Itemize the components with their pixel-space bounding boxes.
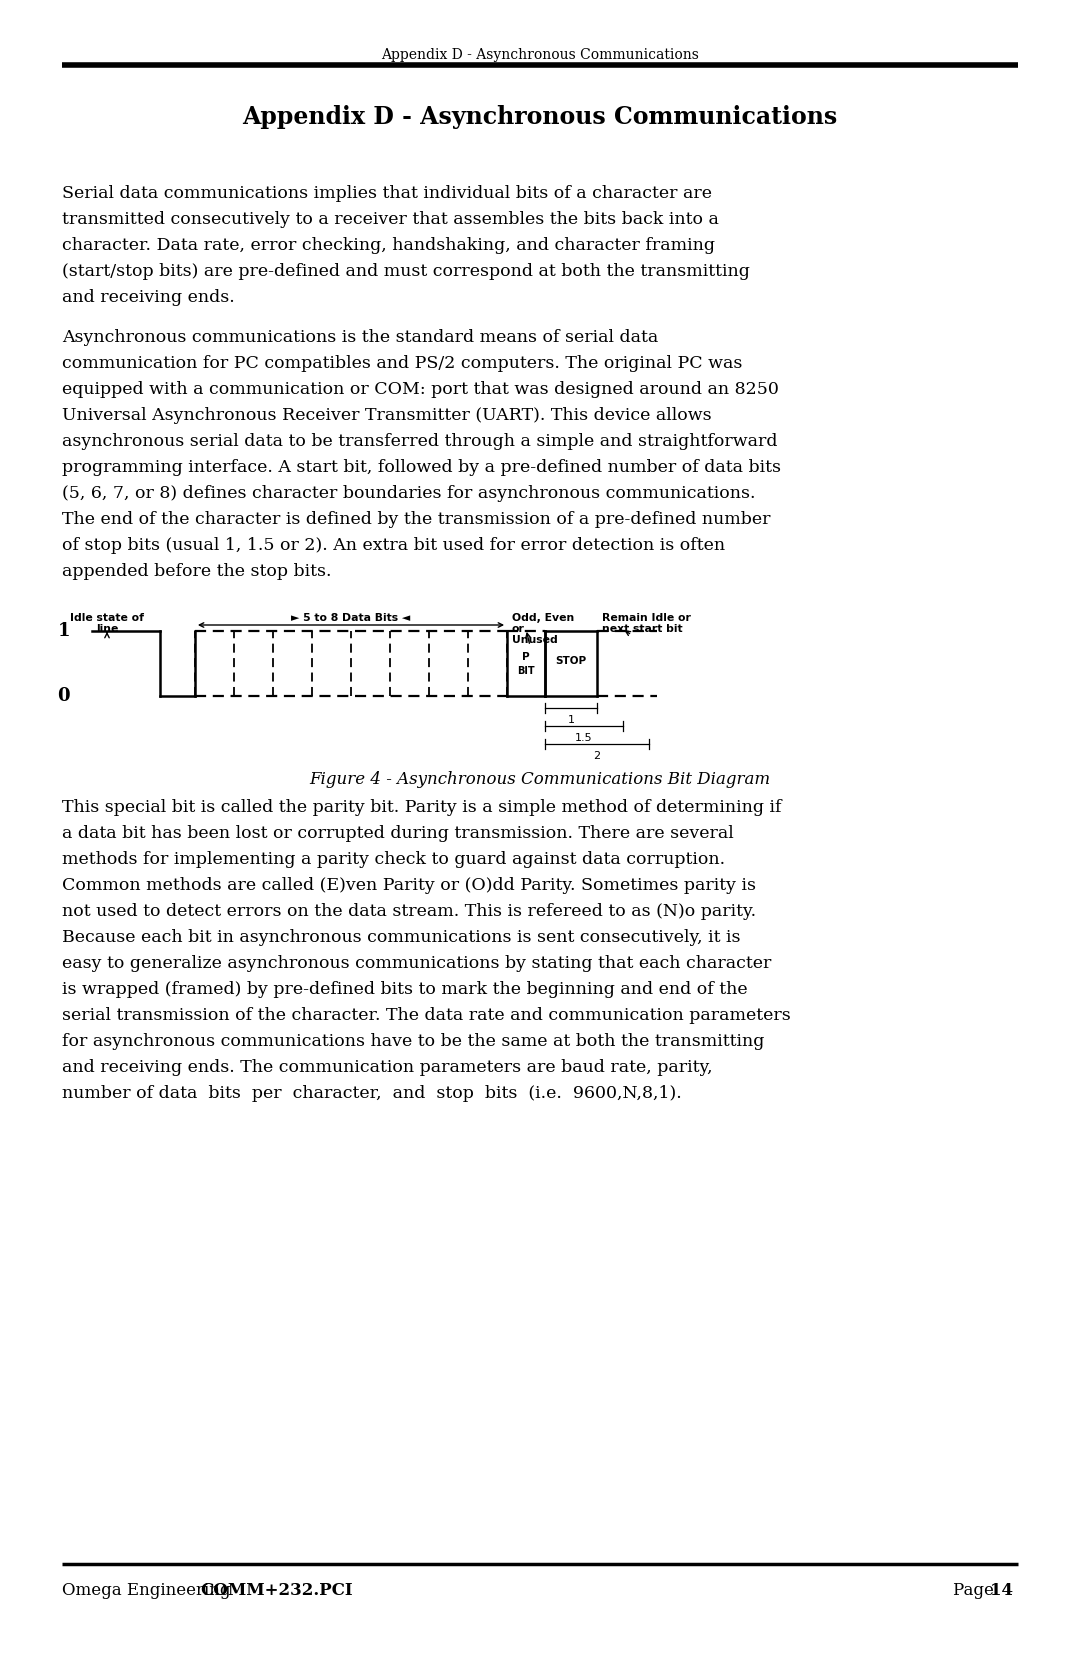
Text: Idle state of: Idle state of xyxy=(70,613,144,623)
Text: equipped with a communication or COM: port that was designed around an 8250: equipped with a communication or COM: po… xyxy=(62,381,779,397)
Text: of stop bits (usual 1, 1.5 or 2). An extra bit used for error detection is often: of stop bits (usual 1, 1.5 or 2). An ext… xyxy=(62,537,725,554)
Text: P: P xyxy=(523,651,530,661)
Text: 1: 1 xyxy=(57,623,70,639)
Text: Common methods are called (E)ven Parity or (O)dd Parity. Sometimes parity is: Common methods are called (E)ven Parity … xyxy=(62,876,756,895)
Text: 1.5: 1.5 xyxy=(576,733,593,743)
Text: character. Data rate, error checking, handshaking, and character framing: character. Data rate, error checking, ha… xyxy=(62,237,715,254)
Text: Remain Idle or: Remain Idle or xyxy=(602,613,691,623)
Text: COMM+232.PCI: COMM+232.PCI xyxy=(200,1582,353,1599)
Text: 2: 2 xyxy=(593,751,600,761)
Text: Appendix D - Asynchronous Communications: Appendix D - Asynchronous Communications xyxy=(381,48,699,62)
Text: methods for implementing a parity check to guard against data corruption.: methods for implementing a parity check … xyxy=(62,851,725,868)
Text: communication for PC compatibles and PS/2 computers. The original PC was: communication for PC compatibles and PS/… xyxy=(62,355,742,372)
Text: Appendix D - Asynchronous Communications: Appendix D - Asynchronous Communications xyxy=(242,105,838,129)
Text: not used to detect errors on the data stream. This is refereed to as (N)o parity: not used to detect errors on the data st… xyxy=(62,903,756,920)
Text: a data bit has been lost or corrupted during transmission. There are several: a data bit has been lost or corrupted du… xyxy=(62,824,733,841)
Text: next start bit: next start bit xyxy=(602,624,683,634)
Text: Asynchronous communications is the standard means of serial data: Asynchronous communications is the stand… xyxy=(62,329,658,345)
Text: ► 5 to 8 Data Bits ◄: ► 5 to 8 Data Bits ◄ xyxy=(292,613,410,623)
Text: is wrapped (framed) by pre-defined bits to mark the beginning and end of the: is wrapped (framed) by pre-defined bits … xyxy=(62,981,747,998)
Text: Page: Page xyxy=(953,1582,999,1599)
Text: 14: 14 xyxy=(990,1582,1013,1599)
Text: transmitted consecutively to a receiver that assembles the bits back into a: transmitted consecutively to a receiver … xyxy=(62,210,719,229)
Text: serial transmission of the character. The data rate and communication parameters: serial transmission of the character. Th… xyxy=(62,1006,791,1025)
Text: BIT: BIT xyxy=(517,666,535,676)
Text: This special bit is called the parity bit. Parity is a simple method of determin: This special bit is called the parity bi… xyxy=(62,799,782,816)
Text: STOP: STOP xyxy=(555,656,586,666)
Text: for asynchronous communications have to be the same at both the transmitting: for asynchronous communications have to … xyxy=(62,1033,765,1050)
Text: Unused: Unused xyxy=(512,634,557,644)
Text: (start/stop bits) are pre-defined and must correspond at both the transmitting: (start/stop bits) are pre-defined and mu… xyxy=(62,264,750,280)
Text: Because each bit in asynchronous communications is sent consecutively, it is: Because each bit in asynchronous communi… xyxy=(62,930,741,946)
Text: Figure 4 - Asynchronous Communications Bit Diagram: Figure 4 - Asynchronous Communications B… xyxy=(310,771,770,788)
Text: Odd, Even: Odd, Even xyxy=(512,613,575,623)
Text: and receiving ends.: and receiving ends. xyxy=(62,289,234,305)
Text: and receiving ends. The communication parameters are baud rate, parity,: and receiving ends. The communication pa… xyxy=(62,1060,713,1077)
Text: 1: 1 xyxy=(567,714,575,724)
Text: The end of the character is defined by the transmission of a pre-defined number: The end of the character is defined by t… xyxy=(62,511,770,527)
Text: easy to generalize asynchronous communications by stating that each character: easy to generalize asynchronous communic… xyxy=(62,955,771,971)
Text: 0: 0 xyxy=(57,688,70,704)
Text: Omega Engineering: Omega Engineering xyxy=(62,1582,235,1599)
Text: or: or xyxy=(512,624,525,634)
Text: (5, 6, 7, or 8) defines character boundaries for asynchronous communications.: (5, 6, 7, or 8) defines character bounda… xyxy=(62,486,756,502)
Text: line: line xyxy=(96,624,118,634)
Text: Serial data communications implies that individual bits of a character are: Serial data communications implies that … xyxy=(62,185,712,202)
Text: asynchronous serial data to be transferred through a simple and straightforward: asynchronous serial data to be transferr… xyxy=(62,432,778,451)
Text: programming interface. A start bit, followed by a pre-defined number of data bit: programming interface. A start bit, foll… xyxy=(62,459,781,476)
Text: appended before the stop bits.: appended before the stop bits. xyxy=(62,562,332,581)
Text: Universal Asynchronous Receiver Transmitter (UART). This device allows: Universal Asynchronous Receiver Transmit… xyxy=(62,407,712,424)
Text: number of data  bits  per  character,  and  stop  bits  (i.e.  9600,N,8,1).: number of data bits per character, and s… xyxy=(62,1085,681,1102)
